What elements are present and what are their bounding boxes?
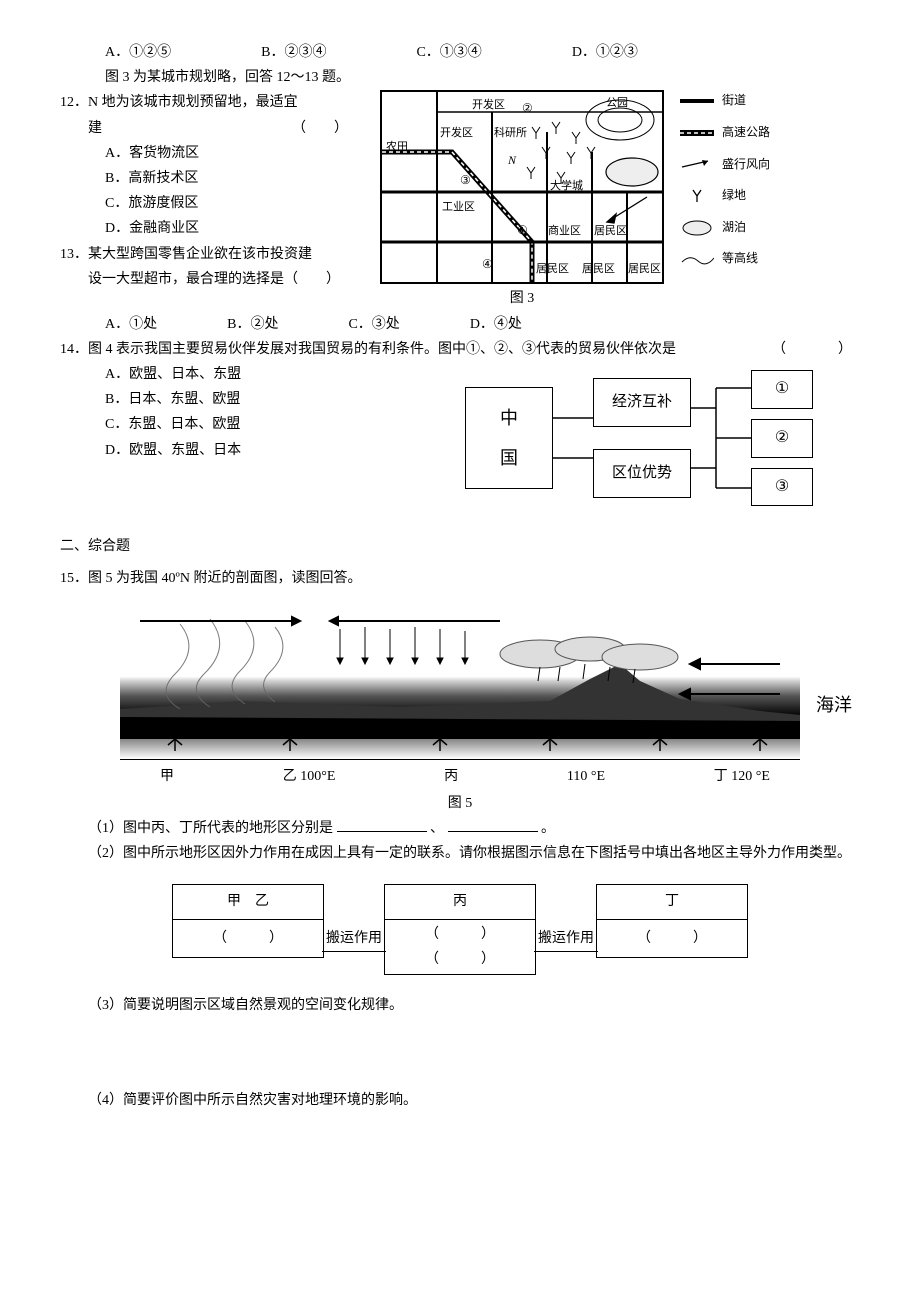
flow-box-2-paren-a[interactable]: （ ） — [385, 922, 535, 947]
q13-stem-line2: 设一大型超市，最合理的选择是（ ） — [60, 267, 360, 292]
q11-choice-c[interactable]: C．①③④ — [416, 40, 481, 65]
flow-arrow-1-label: 搬运作用 — [322, 926, 386, 952]
q15-2-flow: 甲 乙 （ ） 搬运作用 丙 （ ） （ ） 搬运作用 丁 （ ） — [60, 884, 860, 975]
q14-stem: 14．图 4 表示我国主要贸易伙伴发展对我国贸易的有利条件。图中①、②、③代表的… — [60, 342, 676, 357]
legend-wind: 盛行风向 — [722, 154, 770, 176]
q13-choice-d[interactable]: D．④处 — [470, 312, 522, 337]
q12-option-c[interactable]: C．旅游度假区 — [60, 191, 360, 216]
flow-box-2: 丙 （ ） （ ） — [384, 884, 536, 975]
flow-box-3-hdr: 丁 — [597, 885, 747, 919]
map-label-comm: 商业区 — [548, 222, 581, 242]
q14-mid-top: 经济互补 — [593, 378, 691, 427]
q15-1-c: 。 — [541, 821, 555, 836]
q14-option-c[interactable]: C．东盟、日本、欧盟 — [105, 412, 285, 437]
map-num-3: ③ — [460, 170, 471, 192]
section-2-title: 二、综合题 — [60, 534, 860, 559]
flow-box-3: 丁 （ ） — [596, 884, 748, 957]
q15-1-blank1[interactable] — [337, 817, 427, 832]
map-label-inst: 科研所 — [494, 124, 527, 144]
map-label-res3: 居民区 — [582, 260, 615, 280]
q12-intro: 图 3 为某城市规划略，回答 12～13 题。 — [60, 65, 860, 90]
legend-contour: 等高线 — [722, 248, 758, 270]
map-num-2: ② — [522, 98, 533, 120]
q12-option-b[interactable]: B．高新技术区 — [60, 166, 360, 191]
axis-c: 丙 — [444, 764, 458, 789]
axis-e: 丁 120 °E — [714, 764, 770, 789]
q13-choice-a[interactable]: A．①处 — [105, 312, 157, 337]
q13-choice-c[interactable]: C．③处 — [348, 312, 399, 337]
map-label-ind: 工业区 — [442, 198, 475, 218]
axis-a: 甲 — [160, 764, 174, 789]
q14-r3: ③ — [751, 468, 813, 507]
flow-box-1: 甲 乙 （ ） — [172, 884, 324, 957]
q14-option-a[interactable]: A．欧盟、日本、东盟 — [105, 362, 285, 387]
q13-choices: A．①处 B．②处 C．③处 D．④处 — [60, 312, 860, 337]
map-label-dev2: 开发区 — [440, 124, 473, 144]
q14-paren: （ ） — [772, 337, 860, 362]
flow-arrow-2-label: 搬运作用 — [534, 926, 598, 952]
map-label-park: 公园 — [606, 94, 628, 114]
q14-option-b[interactable]: B．日本、东盟、欧盟 — [105, 387, 285, 412]
map-svg — [382, 92, 662, 282]
q15-1-b: 、 — [430, 821, 444, 836]
figure-4: 中 国 经济互补 区位优势 ① ② ③ — [465, 370, 813, 506]
q15-2-stem: （2）图中所示地形区因外力作用在成因上具有一定的联系。请你根据图示信息在下图括号… — [60, 841, 860, 866]
map-legend: 街道 高速公路 盛行风向 绿地 湖泊 等高线 — [680, 90, 770, 311]
q11-choice-b[interactable]: B．②③④ — [261, 40, 326, 65]
city-plan-map: 农田 开发区 开发区 科研所 公园 N 大学城 工业区 商业区 居民区 居民区 … — [380, 90, 664, 284]
q12-stem-line2: 建 — [88, 116, 102, 141]
q14-connector-left — [553, 388, 593, 488]
figure-3-caption: 图 3 — [380, 286, 664, 311]
q14-left-top: 中 — [500, 402, 518, 434]
figure-5-axis: 甲 乙 100°E 丙 110 °E 丁 120 °E — [120, 764, 800, 789]
q14-left-bottom: 国 — [500, 442, 518, 474]
q15-1-a: （1）图中丙、丁所代表的地形区分别是 — [88, 821, 333, 836]
axis-d: 110 °E — [567, 764, 605, 789]
map-num-4: ④ — [482, 254, 493, 276]
q15-stem: 15．图 5 为我国 40ºN 附近的剖面图，读图回答。 — [60, 566, 860, 591]
map-label-n: N — [508, 150, 516, 172]
q13-choice-b[interactable]: B．②处 — [227, 312, 278, 337]
legend-street: 街道 — [722, 90, 746, 112]
q15-1-blank2[interactable] — [448, 817, 538, 832]
q11-choice-a[interactable]: A．①②⑤ — [105, 40, 171, 65]
map-label-dev1: 开发区 — [472, 96, 505, 116]
q14-r1: ① — [751, 370, 813, 409]
map-label-res4: 居民区 — [628, 260, 661, 280]
q11-choice-d[interactable]: D．①②③ — [572, 40, 638, 65]
figure-3: 农田 开发区 开发区 科研所 公园 N 大学城 工业区 商业区 居民区 居民区 … — [380, 90, 770, 311]
flow-box-1-paren[interactable]: （ ） — [173, 920, 323, 957]
q14-r2: ② — [751, 419, 813, 458]
legend-lake: 湖泊 — [722, 217, 746, 239]
legend-green: 绿地 — [722, 185, 746, 207]
map-label-res2: 居民区 — [536, 260, 569, 280]
q12-stem-line1: 12．N 地为该城市规划预留地，最适宜 — [60, 90, 360, 115]
flow-box-3-paren[interactable]: （ ） — [597, 920, 747, 957]
q14-option-d[interactable]: D．欧盟、东盟、日本 — [105, 438, 285, 463]
q15-3-stem: （3）简要说明图示区域自然景观的空间变化规律。 — [60, 993, 860, 1018]
map-label-univ: 大学城 — [550, 177, 583, 197]
q14-mid-bottom: 区位优势 — [593, 449, 691, 498]
flow-box-1-hdr: 甲 乙 — [173, 885, 323, 919]
q14-connector-right — [691, 373, 751, 503]
map-label-res1: 居民区 — [594, 222, 627, 242]
flow-box-2-paren-b[interactable]: （ ） — [385, 947, 535, 972]
q15-4-stem: （4）简要评价图中所示自然灾害对地理环境的影响。 — [60, 1088, 860, 1113]
q12-option-a[interactable]: A．客货物流区 — [60, 141, 360, 166]
figure-5-svg — [120, 609, 800, 759]
map-label-farmland: 农田 — [386, 138, 408, 158]
figure-5-sea-label: 海洋 — [816, 689, 852, 721]
q12-paren: （ ） — [292, 116, 348, 141]
axis-b: 乙 100°E — [283, 764, 336, 789]
figure-5: 海洋 — [120, 609, 800, 760]
map-num-1: ① — [517, 220, 528, 242]
q11-choices: A．①②⑤ B．②③④ C．①③④ D．①②③ — [60, 40, 860, 65]
figure-5-caption: 图 5 — [60, 791, 860, 816]
legend-expressway: 高速公路 — [722, 122, 770, 144]
q13-stem-line1: 13．某大型跨国零售企业欲在该市投资建 — [60, 242, 360, 267]
q12-option-d[interactable]: D．金融商业区 — [60, 216, 360, 241]
flow-box-2-hdr: 丙 — [385, 885, 535, 919]
